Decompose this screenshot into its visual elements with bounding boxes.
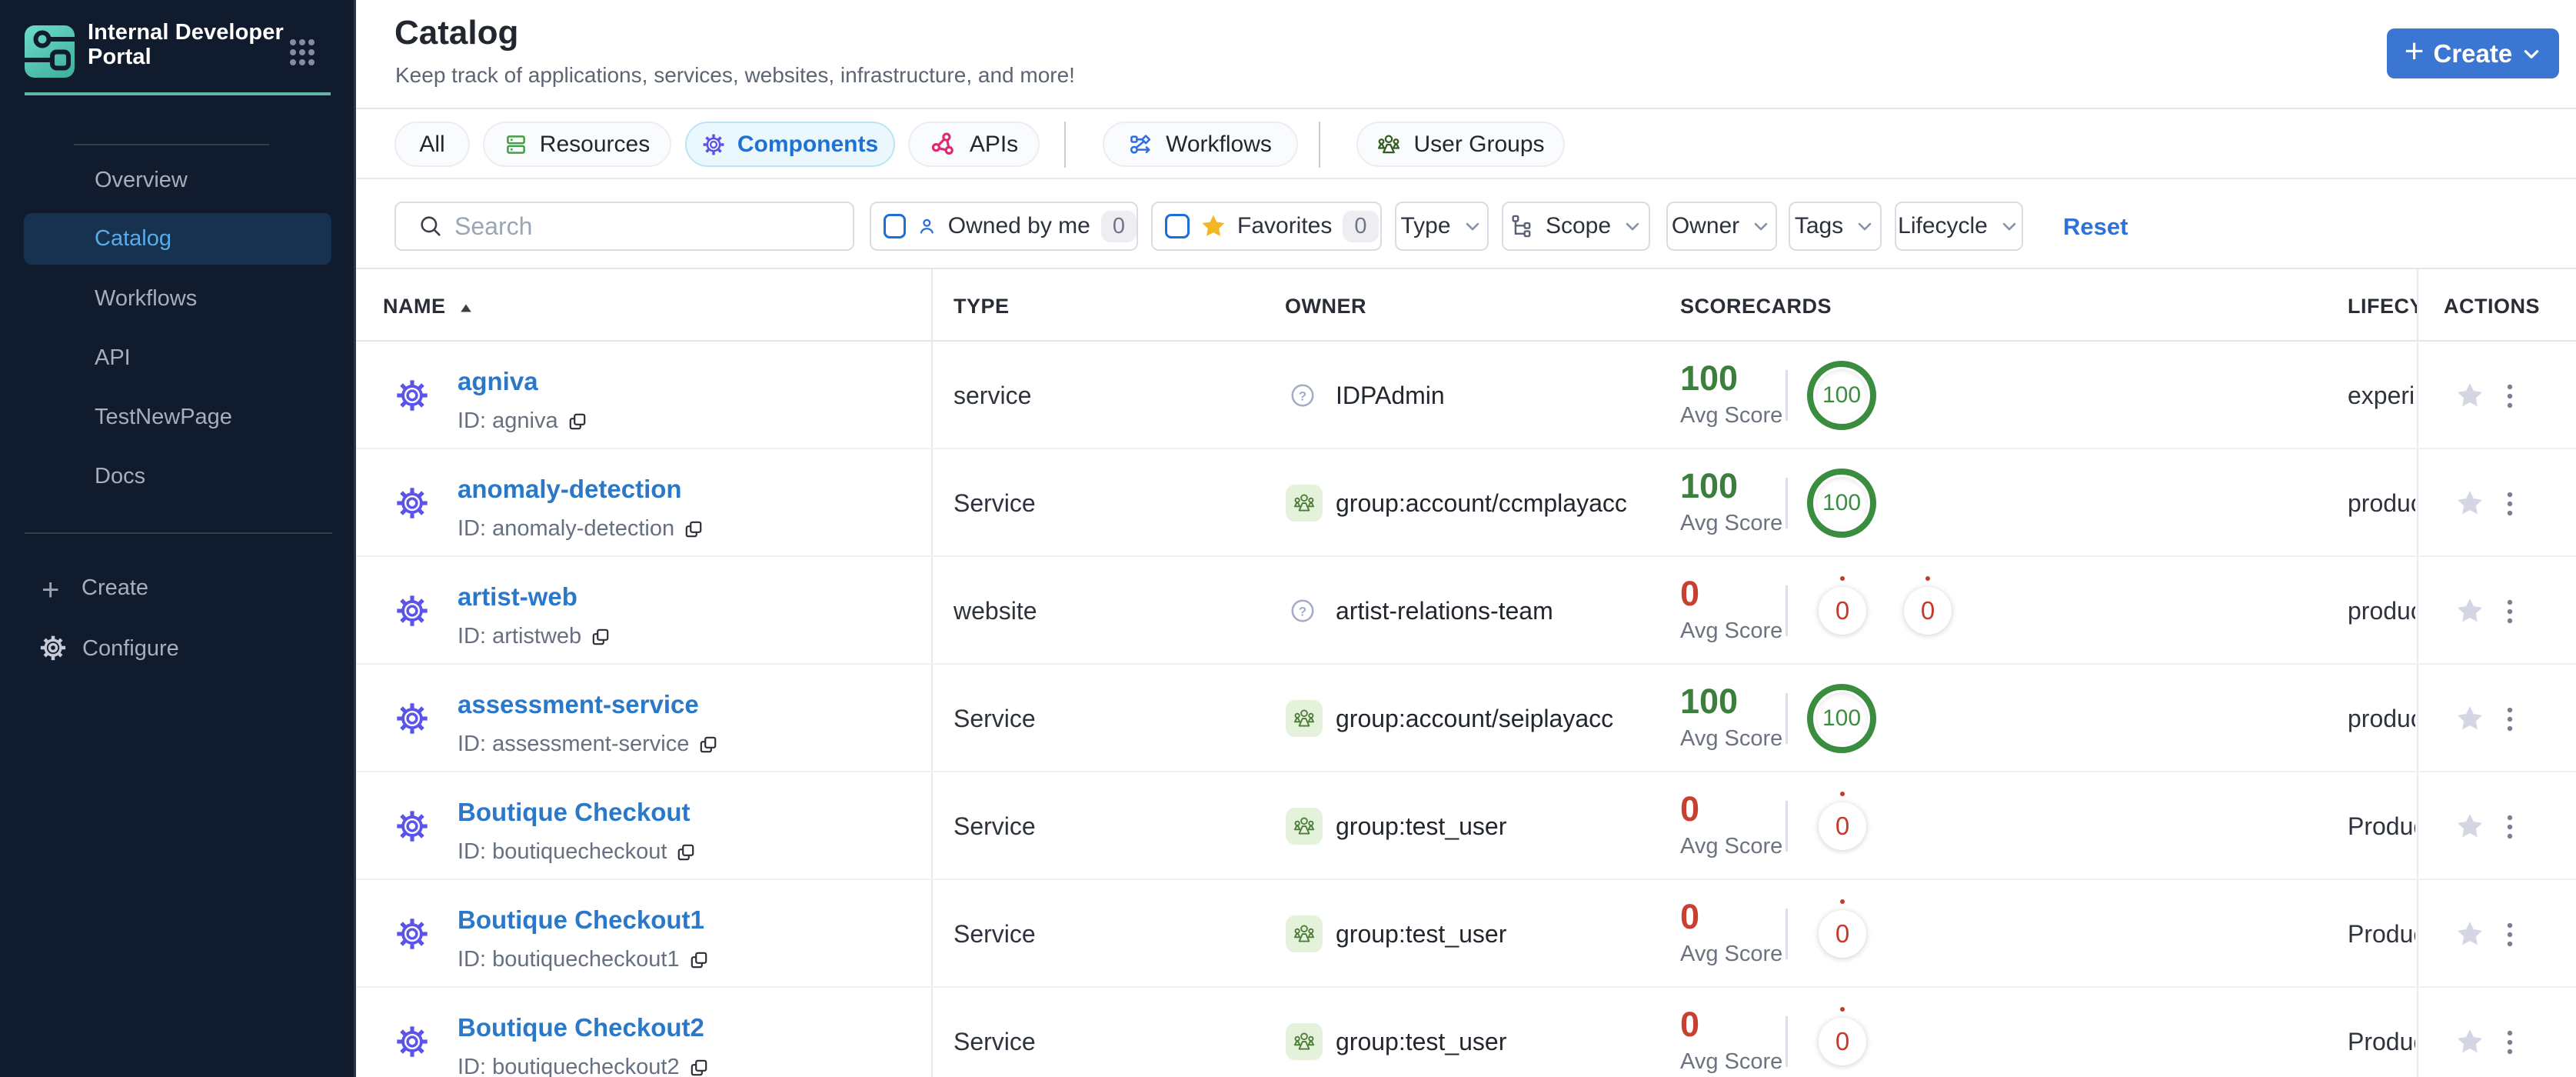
svg-text:?: ? (1299, 604, 1306, 619)
svg-text:?: ? (1299, 388, 1306, 403)
